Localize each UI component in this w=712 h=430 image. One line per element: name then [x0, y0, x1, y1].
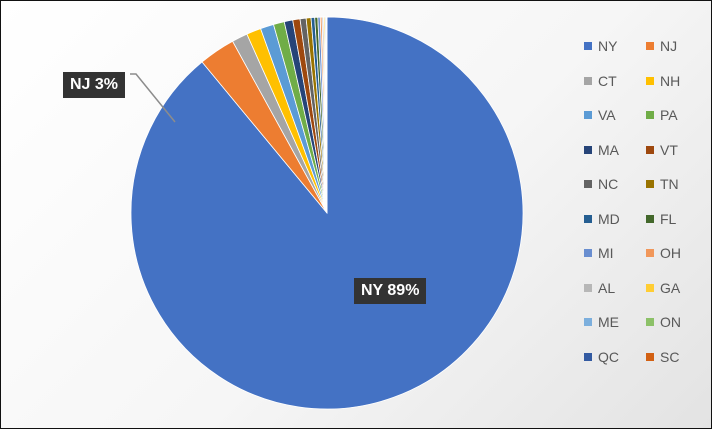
legend-label-ga: GA	[660, 280, 680, 296]
legend-item-qc: QC	[584, 347, 619, 367]
pie-slices	[131, 17, 523, 409]
legend-swatch-md	[584, 215, 592, 223]
legend-label-sc: SC	[660, 349, 679, 365]
legend-swatch-ga	[646, 284, 654, 292]
legend-label-mi: MI	[598, 245, 614, 261]
legend-label-al: AL	[598, 280, 615, 296]
legend-label-ct: CT	[598, 73, 617, 89]
legend-item-md: MD	[584, 209, 620, 229]
legend-item-ct: CT	[584, 71, 617, 91]
data-label-ny-category: NY	[361, 282, 383, 299]
legend-label-md: MD	[598, 211, 620, 227]
legend-label-ny: NY	[598, 38, 617, 54]
data-label-nj-category: NJ	[70, 76, 90, 93]
legend-item-fl: FL	[646, 209, 676, 229]
legend-label-tn: TN	[660, 176, 679, 192]
legend-label-nj: NJ	[660, 38, 677, 54]
legend-swatch-va	[584, 111, 592, 119]
legend-swatch-al	[584, 284, 592, 292]
legend-item-me: ME	[584, 312, 619, 332]
legend-label-nc: NC	[598, 176, 618, 192]
legend-swatch-ct	[584, 77, 592, 85]
legend-item-vt: VT	[646, 140, 678, 160]
legend-swatch-nj	[646, 42, 654, 50]
legend-swatch-nc	[584, 180, 592, 188]
legend-swatch-nh	[646, 77, 654, 85]
legend-swatch-pa	[646, 111, 654, 119]
legend-item-al: AL	[584, 278, 615, 298]
legend-label-va: VA	[598, 107, 616, 123]
legend-item-sc: SC	[646, 347, 679, 367]
legend-swatch-mi	[584, 249, 592, 257]
data-label-ny-percent: 89%	[387, 282, 419, 299]
data-label-nj: NJ 3%	[63, 72, 125, 98]
legend-swatch-oh	[646, 249, 654, 257]
legend-item-ma: MA	[584, 140, 619, 160]
legend-item-mi: MI	[584, 243, 614, 263]
legend-label-me: ME	[598, 314, 619, 330]
legend-item-ny: NY	[584, 36, 617, 56]
legend-label-oh: OH	[660, 245, 681, 261]
legend-swatch-me	[584, 318, 592, 326]
legend-item-on: ON	[646, 312, 681, 332]
legend-item-nh: NH	[646, 71, 680, 91]
legend-label-nh: NH	[660, 73, 680, 89]
legend-swatch-qc	[584, 353, 592, 361]
legend-item-tn: TN	[646, 174, 679, 194]
legend-swatch-on	[646, 318, 654, 326]
legend-swatch-vt	[646, 146, 654, 154]
legend-label-vt: VT	[660, 142, 678, 158]
legend-item-nj: NJ	[646, 36, 677, 56]
legend-label-pa: PA	[660, 107, 678, 123]
legend-swatch-ny	[584, 42, 592, 50]
legend-label-on: ON	[660, 314, 681, 330]
legend-swatch-fl	[646, 215, 654, 223]
legend-item-ga: GA	[646, 278, 680, 298]
legend-item-nc: NC	[584, 174, 618, 194]
data-label-nj-percent: 3%	[95, 76, 118, 93]
legend-label-qc: QC	[598, 349, 619, 365]
data-label-ny: NY 89%	[354, 278, 426, 304]
legend-label-ma: MA	[598, 142, 619, 158]
legend-swatch-sc	[646, 353, 654, 361]
legend-item-pa: PA	[646, 105, 678, 125]
legend-swatch-tn	[646, 180, 654, 188]
legend-swatch-ma	[584, 146, 592, 154]
legend-label-fl: FL	[660, 211, 676, 227]
legend-item-oh: OH	[646, 243, 681, 263]
legend-item-va: VA	[584, 105, 616, 125]
